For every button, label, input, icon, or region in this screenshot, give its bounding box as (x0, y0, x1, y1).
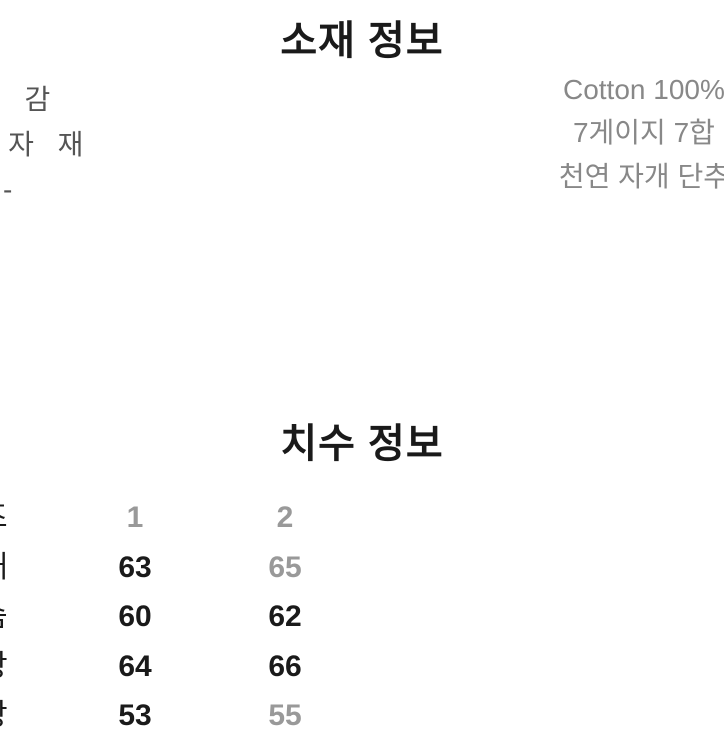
size-row-label: 슴 (0, 592, 60, 642)
material-label-1: 겉 감 (0, 78, 91, 123)
size-cell: 60 (60, 592, 210, 642)
material-value-2: 7게이지 7합 (559, 111, 724, 154)
size-row-label: 장 (0, 642, 60, 692)
size-cell: 62 (210, 592, 360, 642)
table-row: 슴 60 62 (0, 592, 400, 642)
size-header-col2: 2 (210, 493, 360, 543)
material-left-labels: 겉 감 · 자 재 - (0, 78, 91, 212)
size-cell: 64 (60, 642, 210, 692)
table-row: 깨 63 65 (0, 543, 400, 593)
material-value-3: 천연 자개 단추 (559, 155, 724, 198)
size-header-row: 즈 1 2 (0, 493, 400, 543)
size-cell: 63 (60, 543, 210, 593)
size-header-label: 즈 (0, 493, 60, 543)
size-cell: 53 (60, 691, 210, 741)
size-row-label: 깨 (0, 543, 60, 593)
size-cell: 65 (210, 543, 360, 593)
material-title: 소재 정보 (0, 8, 724, 66)
size-title: 치수 정보 (0, 411, 724, 469)
table-row: 장 53 55 (0, 691, 400, 741)
size-table: 즈 1 2 깨 63 65 슴 60 62 장 64 66 장 53 55 (0, 493, 400, 741)
size-cell: 55 (210, 691, 360, 741)
size-cell: 66 (210, 642, 360, 692)
material-value-1: Cotton 100% (559, 68, 724, 111)
size-row-label: 장 (0, 691, 60, 741)
material-section: 소재 정보 겉 감 · 자 재 - Cotton 100% 7게이지 7합 천연… (0, 8, 724, 66)
material-label-2: · 자 재 (0, 123, 91, 168)
table-row: 장 64 66 (0, 642, 400, 692)
material-label-3: - (0, 168, 91, 213)
size-header-col1: 1 (60, 493, 210, 543)
material-right-values: Cotton 100% 7게이지 7합 천연 자개 단추 (559, 68, 724, 198)
